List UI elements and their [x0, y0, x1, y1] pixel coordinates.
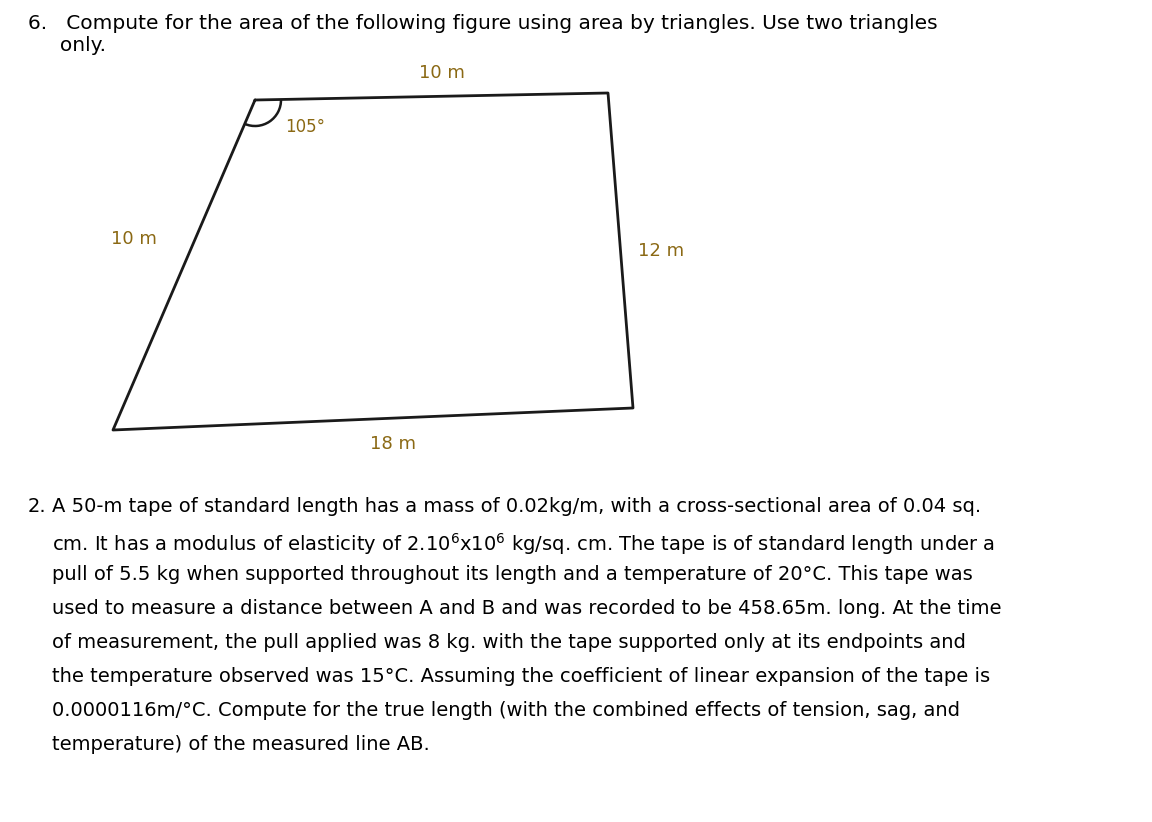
- Text: pull of 5.5 kg when supported throughout its length and a temperature of 20°C. T: pull of 5.5 kg when supported throughout…: [52, 565, 972, 584]
- Text: 10 m: 10 m: [112, 229, 158, 247]
- Text: 6.   Compute for the area of the following figure using area by triangles. Use t: 6. Compute for the area of the following…: [28, 14, 938, 33]
- Text: 12 m: 12 m: [638, 242, 684, 260]
- Text: the temperature observed was 15°C. Assuming the coefficient of linear expansion : the temperature observed was 15°C. Assum…: [52, 667, 990, 686]
- Text: 10 m: 10 m: [418, 64, 464, 82]
- Text: A 50-m tape of standard length has a mass of 0.02kg/m, with a cross-sectional ar: A 50-m tape of standard length has a mas…: [52, 497, 982, 516]
- Text: 2.: 2.: [28, 497, 46, 516]
- Text: 0.0000116m/°C. Compute for the true length (with the combined effects of tension: 0.0000116m/°C. Compute for the true leng…: [52, 701, 960, 720]
- Text: 105°: 105°: [285, 118, 325, 136]
- Text: 18 m: 18 m: [370, 435, 416, 453]
- Text: used to measure a distance between A and B and was recorded to be 458.65m. long.: used to measure a distance between A and…: [52, 599, 1001, 618]
- Text: only.: only.: [28, 36, 106, 55]
- Text: temperature) of the measured line AB.: temperature) of the measured line AB.: [52, 735, 430, 754]
- Text: of measurement, the pull applied was 8 kg. with the tape supported only at its e: of measurement, the pull applied was 8 k…: [52, 633, 965, 652]
- Text: cm. It has a modulus of elasticity of 2.10$^6$x10$^6$ kg/sq. cm. The tape is of : cm. It has a modulus of elasticity of 2.…: [52, 531, 995, 556]
